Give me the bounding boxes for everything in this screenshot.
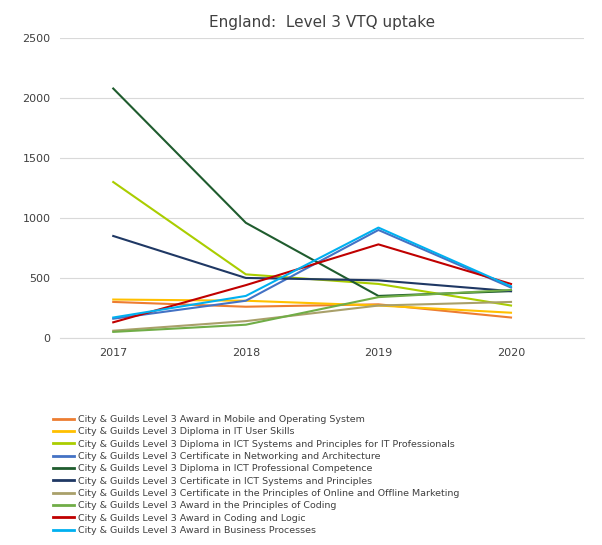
Legend: City & Guilds Level 3 Award in Mobile and Operating System, City & Guilds Level : City & Guilds Level 3 Award in Mobile an…: [53, 415, 460, 535]
Title: England:  Level 3 VTQ uptake: England: Level 3 VTQ uptake: [209, 15, 435, 30]
